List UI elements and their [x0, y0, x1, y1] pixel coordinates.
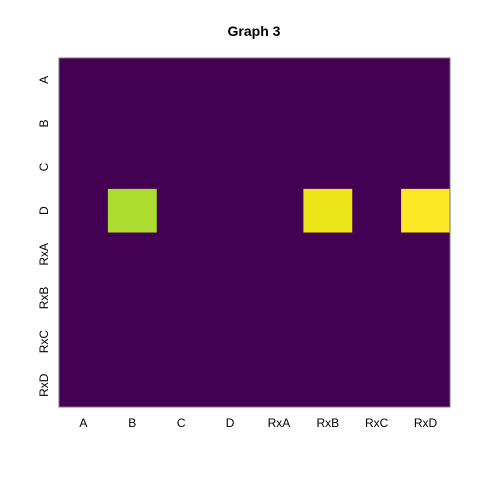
- heatmap-cell: [156, 101, 207, 146]
- heatmap-cell: [205, 319, 255, 364]
- heatmap-cell: [107, 232, 158, 277]
- x-tick-label: C: [177, 416, 186, 430]
- heatmap-cell: [401, 232, 451, 277]
- heatmap-cell: [205, 145, 255, 190]
- heatmap-cell: [254, 101, 304, 146]
- x-tick-label: B: [128, 416, 136, 430]
- heatmap-cell: [401, 188, 451, 233]
- heatmap-cell: [107, 363, 158, 408]
- y-tick-label: RxD: [37, 373, 51, 397]
- heatmap-cell: [59, 319, 109, 364]
- x-tick-label: D: [226, 416, 235, 430]
- heatmap-cell: [205, 188, 255, 233]
- y-axis-labels: A B C D RxA RxB RxC RxD: [37, 76, 51, 397]
- heatmap-cell: [352, 101, 402, 146]
- heatmap-cell: [352, 145, 402, 190]
- x-tick-label: RxC: [365, 416, 389, 430]
- heatmap-cell: [303, 232, 353, 277]
- heatmap-cell: [352, 363, 402, 408]
- heatmap-cells: [59, 58, 451, 408]
- heatmap-cell: [254, 58, 304, 103]
- heatmap-cell: [401, 319, 451, 364]
- heatmap-cell: [303, 363, 353, 408]
- heatmap-cell: [59, 145, 109, 190]
- x-tick-label: RxD: [414, 416, 438, 430]
- y-tick-label: B: [37, 119, 51, 127]
- heatmap-cell: [303, 319, 353, 364]
- heatmap-cell: [303, 276, 353, 321]
- heatmap-cell: [205, 232, 255, 277]
- heatmap-cell: [156, 319, 207, 364]
- x-tick-label: RxA: [268, 416, 291, 430]
- heatmap-cell: [107, 276, 158, 321]
- heatmap-cell: [156, 363, 207, 408]
- x-axis-labels: A B C D RxA RxB RxC RxD: [79, 416, 437, 430]
- heatmap-cell: [107, 101, 158, 146]
- heatmap-cell: [254, 188, 304, 233]
- y-tick-label: A: [37, 76, 51, 84]
- heatmap-cell: [205, 363, 255, 408]
- heatmap-cell: [205, 101, 255, 146]
- x-tick-label: RxB: [316, 416, 339, 430]
- heatmap-cell: [352, 232, 402, 277]
- y-tick-label: D: [37, 206, 51, 215]
- heatmap-cell: [59, 363, 109, 408]
- heatmap-cell: [352, 319, 402, 364]
- heatmap-cell: [303, 145, 353, 190]
- y-tick-label: RxA: [37, 243, 51, 266]
- heatmap-cell: [59, 276, 109, 321]
- heatmap-cell: [254, 232, 304, 277]
- heatmap-cell: [107, 319, 158, 364]
- heatmap-cell: [156, 276, 207, 321]
- heatmap-cell: [156, 145, 207, 190]
- heatmap-cell: [254, 363, 304, 408]
- heatmap-cell: [254, 145, 304, 190]
- heatmap-cell: [352, 276, 402, 321]
- heatmap-cell: [254, 276, 304, 321]
- plot-frame: [58, 57, 451, 408]
- heatmap-cell: [59, 232, 109, 277]
- heatmap-cell: [254, 319, 304, 364]
- heatmap-cell: [107, 58, 158, 103]
- heatmap-cell: [205, 58, 255, 103]
- heatmap-cell: [401, 101, 451, 146]
- heatmap-cell: [303, 58, 353, 103]
- y-tick-label: RxC: [37, 330, 51, 354]
- heatmap-cell: [59, 188, 109, 233]
- heatmap-cell: [156, 188, 207, 233]
- heatmap-cell: [352, 188, 402, 233]
- heatmap-cell: [401, 363, 451, 408]
- heatmap-cell: [401, 58, 451, 103]
- heatmap-cell: [156, 58, 207, 103]
- heatmap-cell: [352, 58, 402, 103]
- heatmap-cell: [107, 188, 158, 233]
- heatmap-cell: [59, 101, 109, 146]
- heatmap-cell: [59, 58, 109, 103]
- heatmap-cell: [156, 232, 207, 277]
- y-tick-label: RxB: [37, 287, 51, 310]
- heatmap-cell: [401, 145, 451, 190]
- heatmap-cell: [107, 145, 158, 190]
- heatmap-cell: [303, 101, 353, 146]
- heatmap-cell: [401, 276, 451, 321]
- x-tick-label: A: [79, 416, 87, 430]
- heatmap-cell: [205, 276, 255, 321]
- heatmap-cell: [303, 188, 353, 233]
- y-tick-label: C: [37, 162, 51, 171]
- chart-title: Graph 3: [228, 23, 281, 39]
